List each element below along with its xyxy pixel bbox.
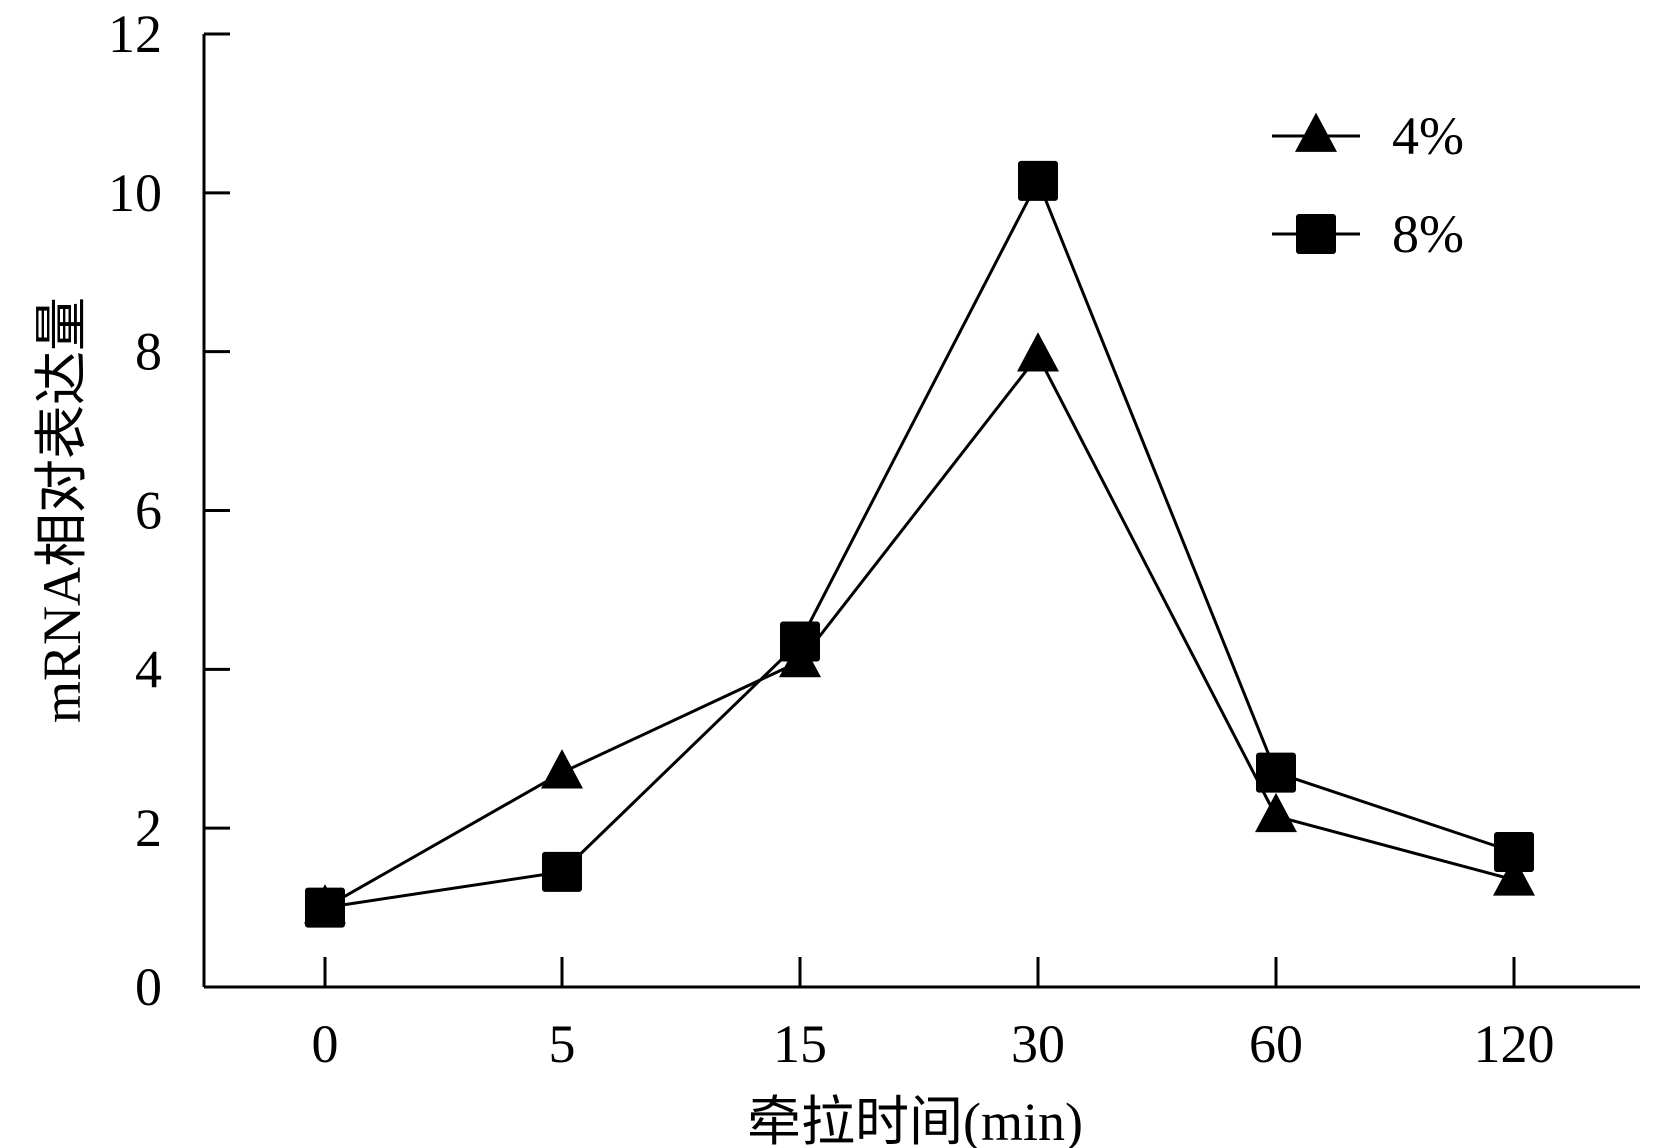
series-layer (304, 160, 1535, 928)
x-tick-label: 120 (1474, 1014, 1555, 1074)
y-tick-label: 8 (135, 322, 162, 382)
y-axis-title: mRNA相对表达量 (32, 297, 92, 723)
series-markers-square (305, 160, 1534, 928)
x-axis-title: 牵拉时间(min) (747, 1092, 1083, 1148)
x-ticks: 0 5 15 30 60 120 (312, 957, 1555, 1074)
triangle-point (541, 749, 583, 789)
legend-label: 4% (1392, 106, 1464, 166)
series-line (324, 177, 1515, 910)
legend-square-icon (1296, 214, 1336, 254)
y-tick-label: 6 (135, 481, 162, 541)
y-tick-label: 0 (135, 957, 162, 1017)
x-tick-label: 60 (1249, 1014, 1303, 1074)
y-ticks: 0 2 4 6 8 10 12 (108, 4, 230, 1017)
series-line (324, 352, 1515, 909)
y-tick-label: 4 (135, 639, 162, 699)
axes (202, 34, 1640, 989)
legend-label: 8% (1392, 204, 1464, 264)
x-tick-label: 5 (549, 1014, 576, 1074)
y-tick-label: 12 (108, 4, 162, 64)
triangle-point (1255, 792, 1297, 833)
x-tick-label: 15 (773, 1014, 827, 1074)
square-point (1494, 831, 1534, 872)
square-point (780, 621, 820, 662)
series-triangle (324, 352, 1515, 909)
square-point (542, 851, 582, 892)
y-tick-label: 2 (135, 798, 162, 858)
legend: 4% 8% (1272, 106, 1464, 264)
y-tick-label: 10 (108, 163, 162, 223)
square-point (1018, 160, 1058, 201)
square-point (1256, 752, 1296, 793)
triangle-point (1017, 332, 1059, 372)
series-square (324, 177, 1515, 910)
x-tick-label: 30 (1011, 1014, 1065, 1074)
legend-triangle-icon (1295, 112, 1337, 152)
square-point (305, 887, 345, 928)
triangle-point (1493, 856, 1535, 896)
x-tick-label: 0 (312, 1014, 339, 1074)
